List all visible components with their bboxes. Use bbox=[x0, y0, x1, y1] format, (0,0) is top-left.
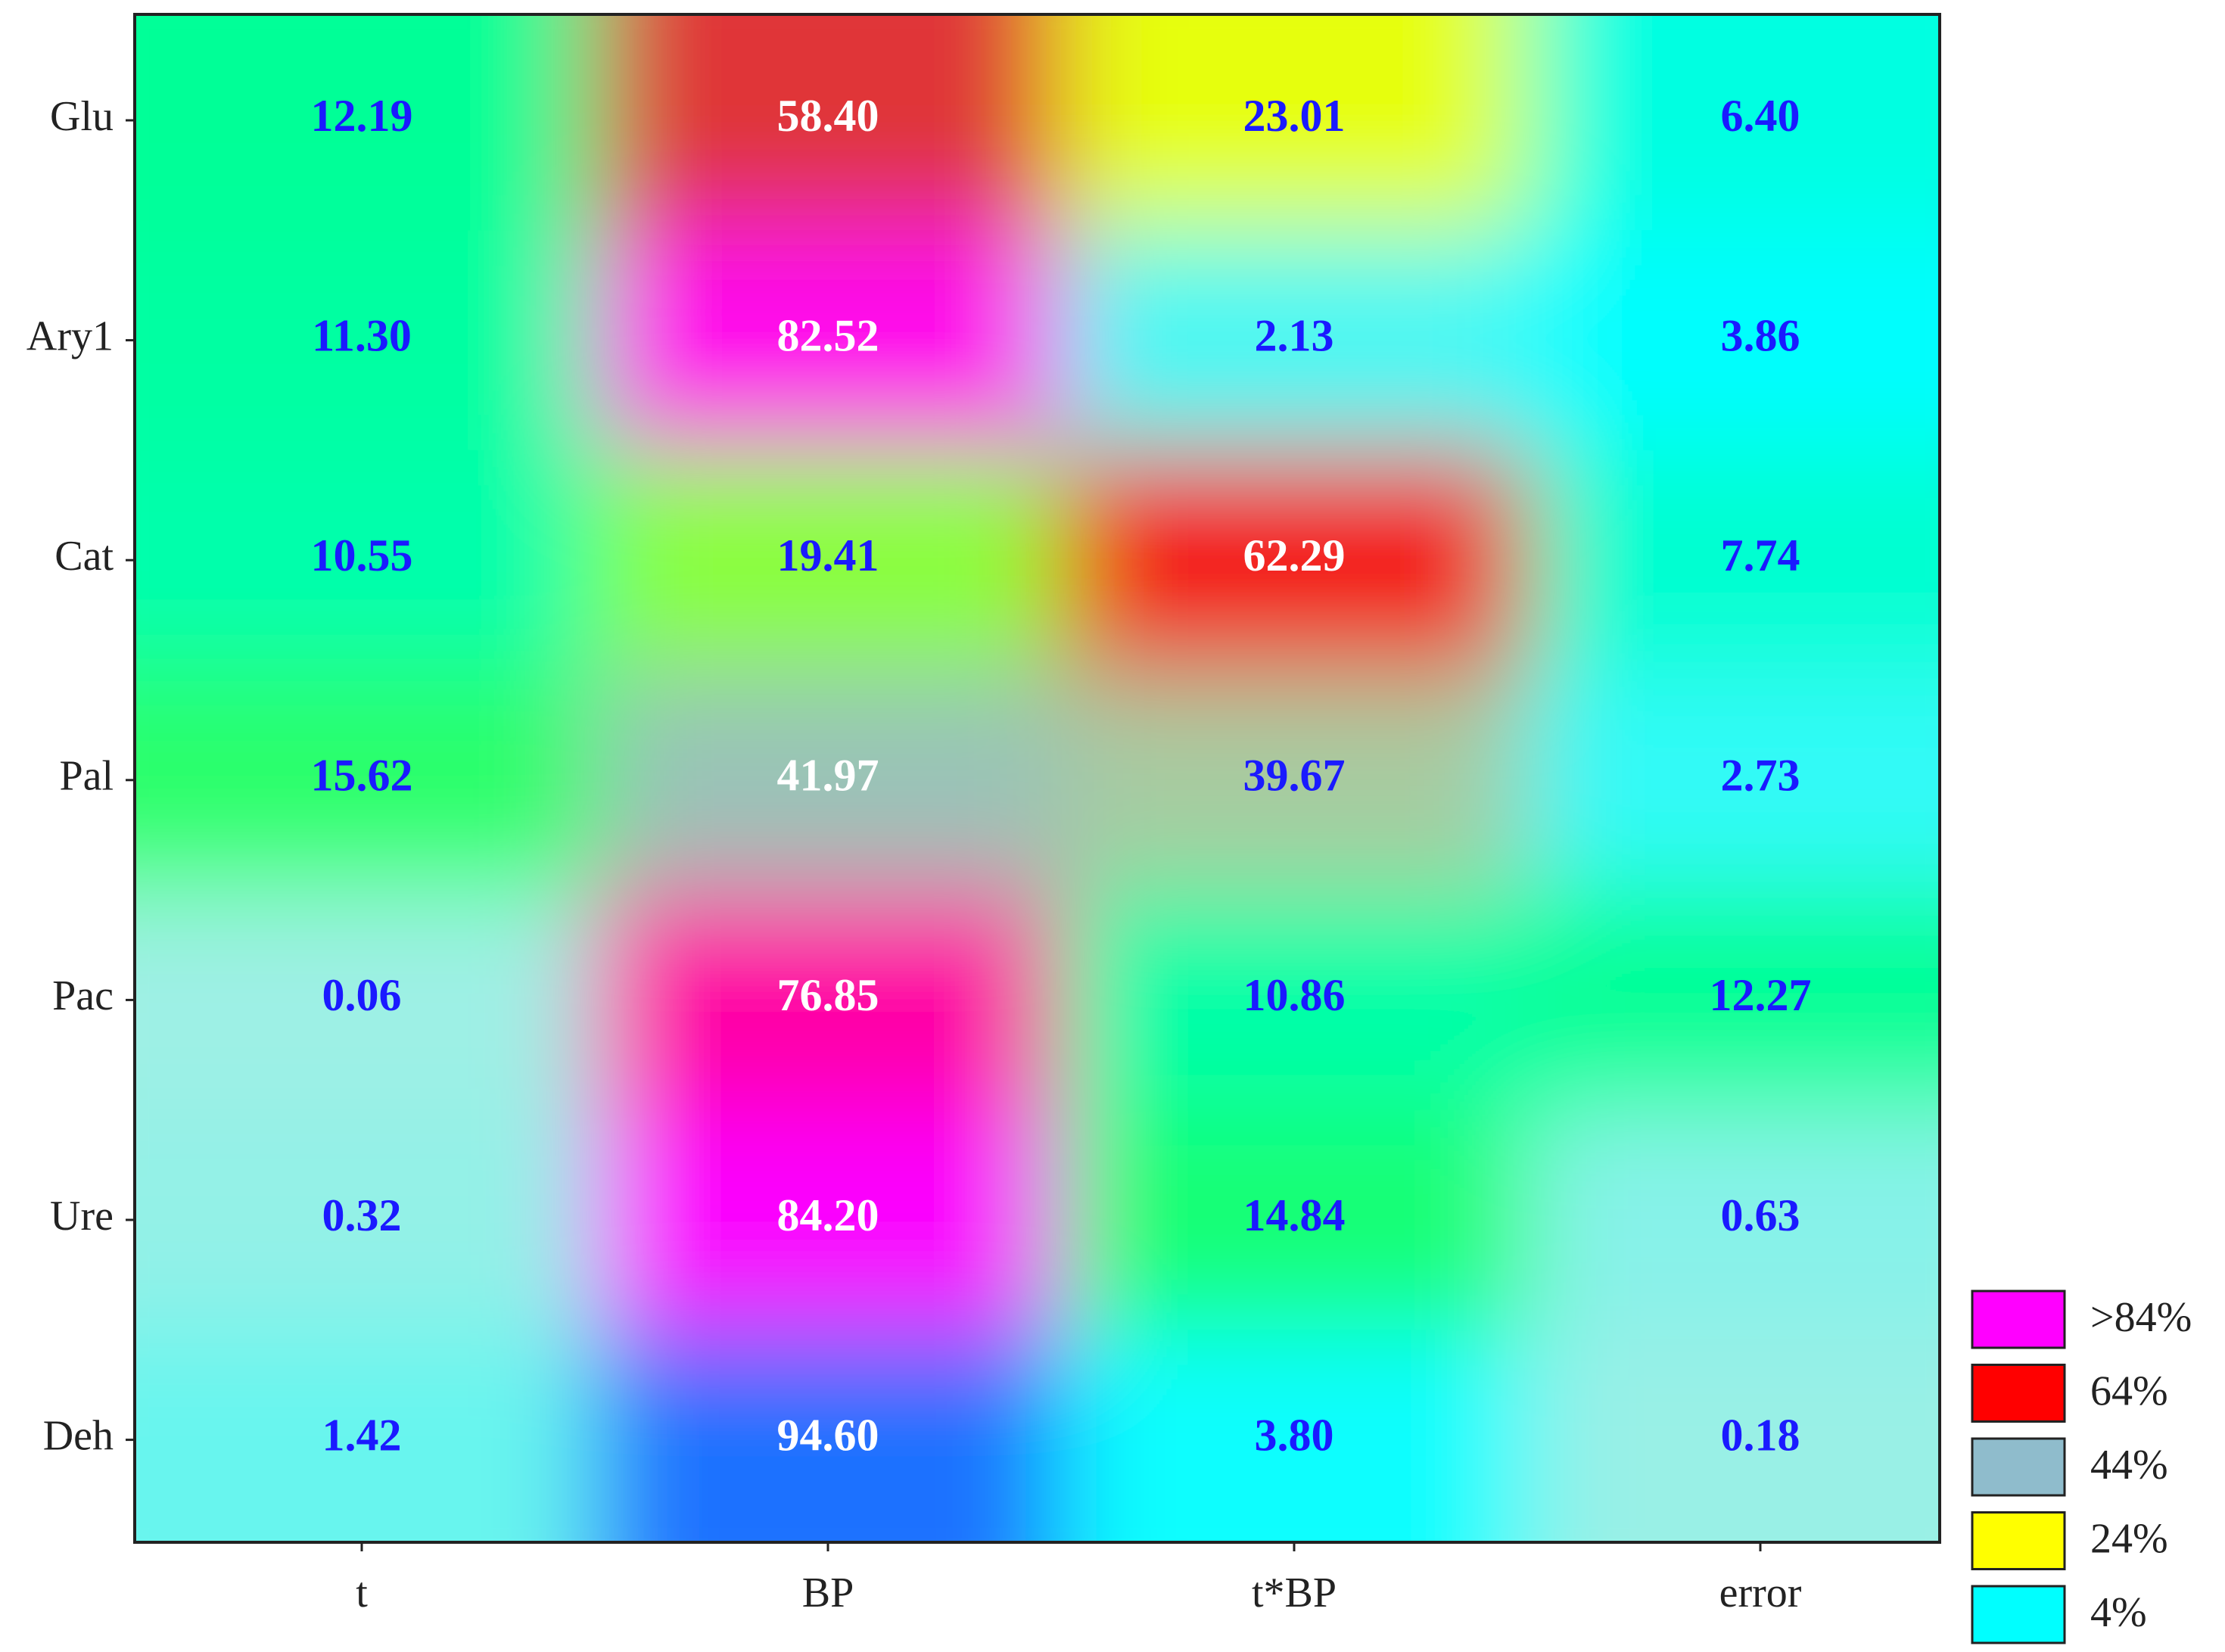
plot-frame bbox=[133, 13, 1941, 1544]
heat-cell bbox=[135, 14, 595, 231]
legend-swatch bbox=[1971, 1437, 2066, 1497]
legend-label: 4% bbox=[2090, 1589, 2147, 1636]
plot-area bbox=[135, 14, 1940, 1542]
heat-cell bbox=[595, 1330, 1061, 1542]
value-label: 0.18 bbox=[1721, 1410, 1800, 1460]
value-label: 12.27 bbox=[1710, 970, 1812, 1020]
heat-cell bbox=[1527, 670, 1940, 891]
value-label: 3.80 bbox=[1255, 1410, 1334, 1460]
y-tick-label: Glu bbox=[50, 93, 114, 140]
heat-cell bbox=[135, 1109, 595, 1330]
value-label: 2.13 bbox=[1255, 310, 1334, 360]
value-label: 12.19 bbox=[311, 91, 413, 141]
y-tick-label: Ary1 bbox=[26, 313, 114, 359]
legend-swatch bbox=[1971, 1290, 2066, 1349]
heat-cell bbox=[1061, 1330, 1527, 1542]
heat-cell bbox=[1061, 450, 1527, 670]
heat-cell bbox=[1527, 1109, 1940, 1330]
value-label: 11.30 bbox=[312, 310, 412, 360]
heat-cell bbox=[135, 670, 595, 891]
legend-label: 44% bbox=[2090, 1442, 2168, 1489]
contour-field bbox=[135, 14, 1940, 1542]
legend-label: >84% bbox=[2090, 1294, 2192, 1341]
heat-cell bbox=[595, 890, 1061, 1110]
heat-cell bbox=[1527, 890, 1940, 1110]
heat-cell bbox=[1061, 1109, 1527, 1330]
value-label: 6.40 bbox=[1721, 91, 1800, 141]
value-label: 7.74 bbox=[1721, 530, 1800, 580]
y-tick-label: Pac bbox=[52, 972, 114, 1019]
heat-cell bbox=[595, 670, 1061, 891]
y-tick-label: Cat bbox=[54, 533, 114, 580]
y-tick-label: Ure bbox=[50, 1193, 114, 1240]
legend-swatch bbox=[1971, 1585, 2066, 1644]
value-label: 0.06 bbox=[322, 970, 402, 1020]
value-label: 10.55 bbox=[311, 530, 413, 580]
heat-cell bbox=[1527, 14, 1940, 231]
value-label: 58.40 bbox=[777, 91, 879, 141]
heat-cell bbox=[135, 1330, 595, 1542]
heat-cell bbox=[135, 890, 595, 1110]
value-label: 84.20 bbox=[777, 1190, 879, 1240]
value-label: 23.01 bbox=[1243, 91, 1346, 141]
value-label: 94.60 bbox=[777, 1410, 879, 1460]
heat-cell bbox=[595, 14, 1061, 231]
y-tick-label: Pal bbox=[59, 753, 114, 800]
value-label: 15.62 bbox=[311, 751, 413, 801]
x-tick-label: BP bbox=[802, 1570, 854, 1616]
heat-cell bbox=[595, 450, 1061, 670]
x-tick-label: t bbox=[356, 1570, 368, 1616]
heat-cell bbox=[1527, 1330, 1940, 1542]
x-tick-label: t*BP bbox=[1252, 1570, 1337, 1616]
y-tick-label: Deh bbox=[43, 1412, 114, 1459]
value-label: 82.52 bbox=[777, 310, 879, 360]
legend-label: 24% bbox=[2090, 1515, 2168, 1562]
legend-label: 64% bbox=[2090, 1367, 2168, 1414]
heat-cell bbox=[595, 1109, 1061, 1330]
value-label: 10.86 bbox=[1243, 970, 1346, 1020]
value-label: 62.29 bbox=[1243, 530, 1346, 580]
value-label: 41.97 bbox=[777, 751, 879, 801]
value-label: 0.63 bbox=[1721, 1190, 1800, 1240]
value-label: 76.85 bbox=[777, 970, 879, 1020]
value-label: 1.42 bbox=[322, 1410, 402, 1460]
value-label: 3.86 bbox=[1721, 310, 1800, 360]
heat-cell bbox=[135, 450, 595, 670]
legend-swatch bbox=[1971, 1364, 2066, 1423]
value-label: 19.41 bbox=[777, 530, 879, 580]
value-label: 39.67 bbox=[1243, 751, 1346, 801]
value-label: 2.73 bbox=[1721, 751, 1800, 801]
value-label: 0.32 bbox=[322, 1190, 402, 1240]
heat-cell bbox=[1061, 230, 1527, 450]
x-tick-label: error bbox=[1719, 1570, 1802, 1616]
heat-cell bbox=[595, 230, 1061, 450]
heat-cell bbox=[1061, 14, 1527, 231]
heat-cell bbox=[1061, 890, 1527, 1110]
value-label: 14.84 bbox=[1243, 1190, 1346, 1240]
heat-cell bbox=[135, 230, 595, 450]
heat-cell bbox=[1061, 670, 1527, 891]
heat-cell bbox=[1527, 450, 1940, 670]
heat-cell bbox=[1527, 230, 1940, 450]
legend-swatch bbox=[1971, 1511, 2066, 1570]
